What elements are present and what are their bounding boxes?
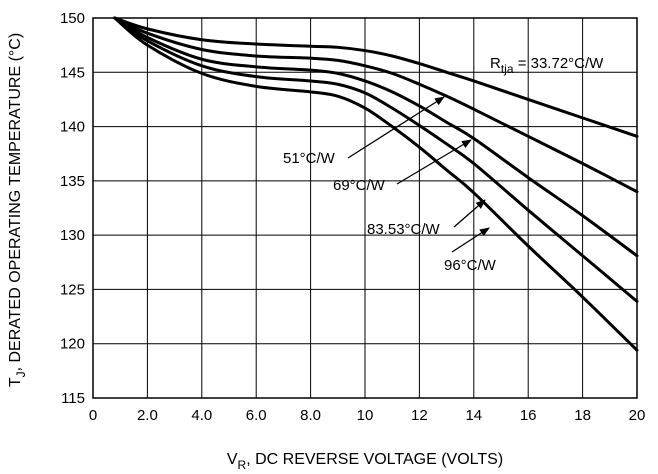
annotation-96: 96°C/W xyxy=(444,257,497,274)
x-tick-label: 20 xyxy=(629,407,646,424)
x-tick-label: 10 xyxy=(357,407,374,424)
curve-69 xyxy=(113,16,639,258)
curve-33-72 xyxy=(113,16,639,138)
x-tick-label: 4.0 xyxy=(191,407,212,424)
x-tick-label: 12 xyxy=(411,407,428,424)
y-tick-label: 150 xyxy=(60,10,85,27)
annotation-51: 51°C/W xyxy=(283,150,336,167)
y-axis-label: TJ, DERATED OPERATING TEMPERATURE (°C) xyxy=(7,33,28,387)
y-tick-label: 145 xyxy=(60,64,85,81)
x-tick-label: 18 xyxy=(574,407,591,424)
y-axis-label-rest: , DERATED OPERATING TEMPERATURE (°C) xyxy=(7,33,24,372)
x-tick-label: 16 xyxy=(520,407,537,424)
y-tick-label: 130 xyxy=(60,227,85,244)
x-axis-label: VR, DC REVERSE VOLTAGE (VOLTS) xyxy=(227,451,503,472)
y-tick-label: 115 xyxy=(61,390,85,407)
annotation-69: 69°C/W xyxy=(333,177,386,194)
tick-labels: 0 2.0 4.0 6.0 8.0 10 12 14 16 18 20 115 120 125 130 135… xyxy=(60,10,645,424)
x-tick-label: 14 xyxy=(465,407,482,424)
y-axis-label-sub: J xyxy=(14,371,28,377)
x-axis-label-sub: R xyxy=(238,458,247,472)
x-axis-label-main: V xyxy=(227,451,238,468)
plot-frame xyxy=(92,17,638,399)
annotation-83-53: 83.53°C/W xyxy=(367,221,441,238)
annotation-arrow xyxy=(347,96,445,159)
annotation-33-72: Rtja = 33.72°C/W xyxy=(490,55,604,76)
y-tick-label: 135 xyxy=(60,173,85,190)
x-axis-label-rest: , DC REVERSE VOLTAGE (VOLTS) xyxy=(246,451,503,468)
annotations: Rtja = 33.72°C/W 51°C/W 69°C/W 83.53°C/W 96°… xyxy=(283,55,604,274)
curves xyxy=(113,16,639,352)
curve-96 xyxy=(113,16,639,352)
x-tick-label: 2.0 xyxy=(137,407,158,424)
annotation-arrow xyxy=(396,139,472,185)
annotation-arrow xyxy=(453,199,486,228)
grid-lines xyxy=(93,18,637,398)
annotation-arrow xyxy=(451,227,490,253)
curve-51 xyxy=(113,16,639,194)
x-tick-label: 6.0 xyxy=(246,407,267,424)
y-tick-label: 140 xyxy=(60,119,85,136)
y-axis-label-main: T xyxy=(7,377,24,387)
y-tick-label: 120 xyxy=(60,336,85,353)
y-tick-label: 125 xyxy=(60,281,85,298)
curve-83-53 xyxy=(113,16,639,303)
x-tick-label: 8.0 xyxy=(300,407,321,424)
x-tick-label: 0 xyxy=(89,407,97,424)
